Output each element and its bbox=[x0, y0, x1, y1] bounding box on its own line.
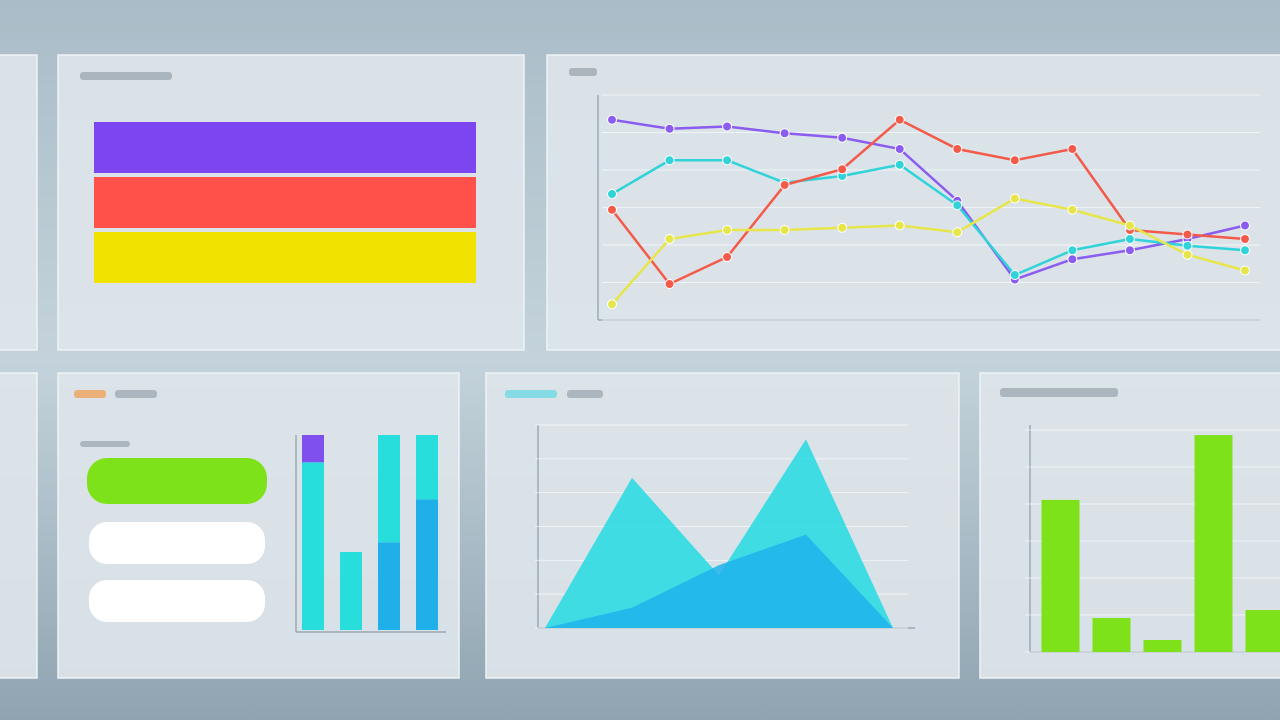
marker bbox=[952, 200, 963, 211]
illegible-label bbox=[74, 390, 106, 398]
panel bbox=[0, 54, 38, 351]
marker bbox=[607, 204, 617, 215]
bar-segment bbox=[302, 435, 324, 463]
marker bbox=[1124, 245, 1135, 256]
bar bbox=[1143, 640, 1182, 652]
marker bbox=[1067, 254, 1078, 265]
marker bbox=[894, 220, 905, 231]
marker bbox=[952, 144, 963, 154]
area bbox=[545, 534, 893, 628]
marker bbox=[837, 132, 848, 143]
pill[interactable] bbox=[87, 458, 267, 504]
bar-segment bbox=[416, 499, 438, 630]
marker bbox=[1067, 204, 1078, 215]
marker bbox=[1182, 229, 1193, 240]
panel bbox=[546, 54, 1280, 351]
marker bbox=[837, 222, 848, 233]
illegible-label bbox=[505, 390, 557, 398]
marker bbox=[779, 128, 790, 139]
marker bbox=[607, 299, 617, 310]
illegible-label bbox=[1000, 388, 1118, 397]
bar-segment bbox=[340, 552, 362, 630]
marker bbox=[722, 155, 733, 166]
marker bbox=[779, 180, 790, 190]
line bbox=[611, 159, 1246, 277]
bar-segment bbox=[378, 435, 400, 543]
illegible-label bbox=[115, 390, 157, 398]
illegible-label bbox=[80, 72, 172, 80]
marker bbox=[1182, 249, 1193, 260]
bar bbox=[1245, 610, 1280, 652]
marker bbox=[664, 234, 675, 244]
marker bbox=[607, 189, 617, 199]
bar bbox=[94, 122, 476, 173]
marker bbox=[607, 114, 617, 125]
marker bbox=[1182, 240, 1193, 251]
marker bbox=[1124, 220, 1135, 231]
marker bbox=[1009, 155, 1020, 166]
bar bbox=[94, 232, 476, 283]
charts bbox=[94, 94, 1280, 653]
marker bbox=[894, 144, 905, 154]
line bbox=[611, 197, 1246, 306]
bar bbox=[1041, 499, 1080, 652]
marker bbox=[1240, 234, 1250, 244]
pill[interactable] bbox=[89, 580, 265, 622]
marker bbox=[1240, 220, 1250, 231]
bar bbox=[1092, 618, 1131, 652]
marker bbox=[1067, 245, 1078, 256]
marker bbox=[894, 114, 905, 125]
marker bbox=[1240, 265, 1250, 276]
panel bbox=[485, 372, 960, 679]
marker bbox=[837, 164, 848, 175]
panel bbox=[0, 372, 38, 679]
marker bbox=[722, 225, 733, 235]
line bbox=[611, 118, 1246, 281]
bar-segment bbox=[378, 542, 400, 630]
marker bbox=[722, 252, 733, 262]
bar bbox=[1194, 435, 1233, 652]
marker bbox=[664, 279, 675, 289]
pill[interactable] bbox=[89, 522, 265, 564]
illegible-label bbox=[569, 68, 597, 76]
marker bbox=[1009, 270, 1020, 280]
marker bbox=[722, 121, 733, 132]
marker bbox=[1240, 245, 1250, 256]
marker bbox=[664, 155, 675, 166]
bar-segment bbox=[302, 462, 324, 630]
marker bbox=[779, 225, 790, 235]
marker bbox=[952, 227, 963, 238]
marker bbox=[1124, 234, 1135, 244]
marker bbox=[1009, 193, 1020, 204]
bar-segment bbox=[416, 435, 438, 500]
illegible-label bbox=[567, 390, 603, 398]
marker bbox=[1067, 144, 1078, 154]
bar bbox=[94, 177, 476, 228]
marker bbox=[664, 123, 675, 134]
illegible-label bbox=[80, 441, 130, 447]
marker bbox=[894, 159, 905, 170]
